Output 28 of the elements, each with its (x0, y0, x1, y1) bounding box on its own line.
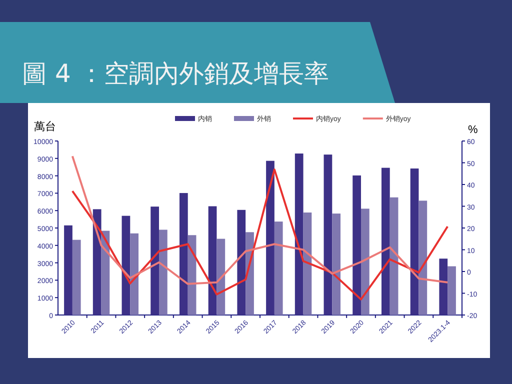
bar (439, 258, 448, 315)
bar (332, 214, 341, 315)
bar (390, 197, 398, 315)
bar (303, 212, 312, 315)
bar (122, 216, 130, 315)
bar (150, 206, 159, 315)
y-axis-title: 萬台 (34, 120, 56, 133)
bar (179, 193, 188, 315)
bar (266, 160, 274, 315)
bar (418, 200, 428, 315)
bar (324, 154, 332, 315)
bar (381, 168, 390, 315)
bar (410, 168, 419, 315)
bar (64, 225, 72, 315)
bar (274, 222, 283, 315)
bar (72, 240, 81, 315)
bar (294, 154, 304, 315)
bar (237, 210, 246, 315)
bar (208, 206, 217, 315)
bar (130, 233, 139, 315)
bar (216, 238, 226, 315)
bar (352, 175, 361, 315)
bar (361, 208, 370, 315)
y2-axis-title: % (468, 124, 478, 136)
bar (448, 266, 456, 315)
bar (92, 209, 102, 315)
chart-title: 圖 4 ：空調內外銷及增長率 (22, 59, 329, 88)
bar (159, 230, 168, 315)
